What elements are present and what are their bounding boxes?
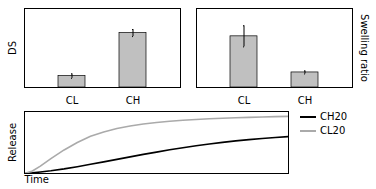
svg-text:CH: CH [126, 95, 141, 105]
svg-text:Time: Time [24, 174, 49, 185]
svg-text:DS: DS [7, 41, 18, 55]
html-text:CH20: CH20 [320, 111, 348, 122]
svg-text:CH: CH [298, 95, 313, 105]
svg-text:CL: CL [66, 95, 79, 105]
html-text:CL20: CL20 [320, 125, 346, 136]
svg-text:CL: CL [238, 95, 251, 105]
svg-text:Swelling ratio: Swelling ratio [359, 14, 370, 82]
svg-text:Release: Release [7, 123, 18, 162]
